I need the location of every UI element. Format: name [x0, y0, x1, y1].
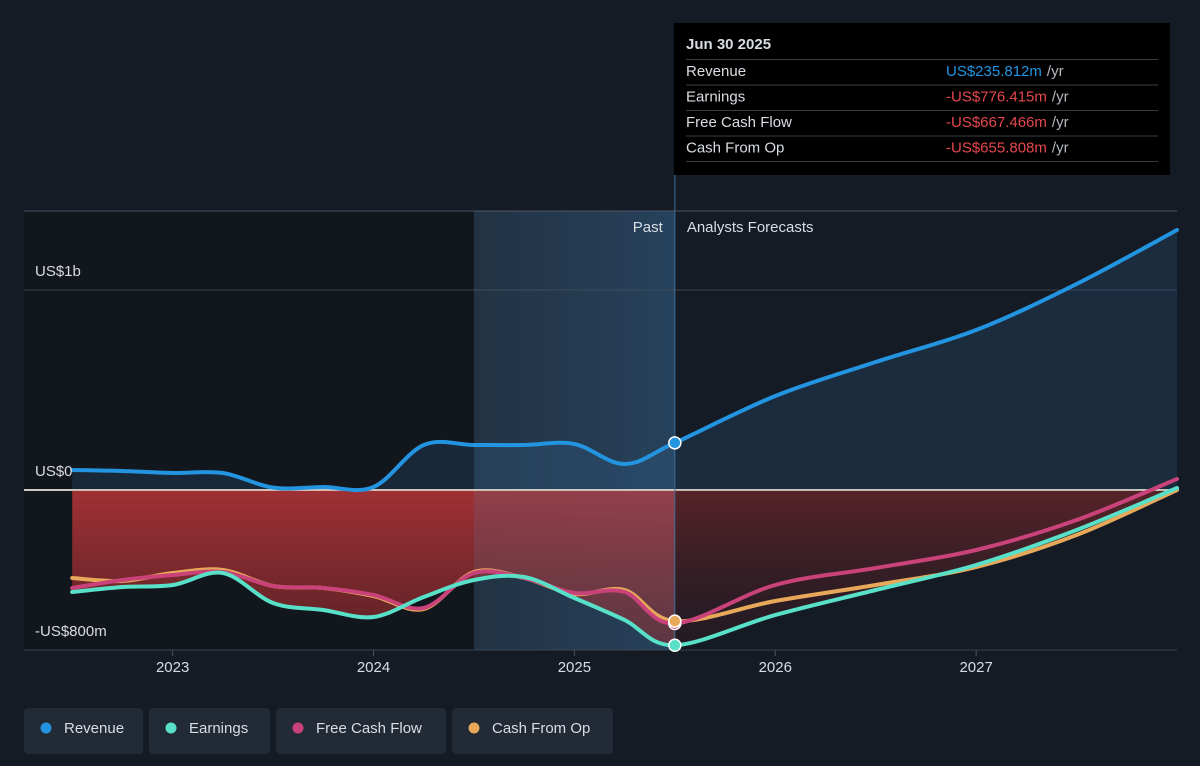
x-tick-label: 2023: [156, 659, 189, 676]
legend-label: Cash From Op: [492, 720, 590, 737]
tooltip-label: Free Cash Flow: [686, 114, 792, 131]
line-layer: [70, 228, 1179, 653]
tooltip-label: Cash From Op: [686, 139, 784, 156]
legend-button[interactable]: [149, 708, 270, 754]
earnings-area-past: [72, 490, 675, 646]
tooltip-value-number: US$235.812m: [946, 63, 1042, 80]
legend-swatch: [292, 722, 304, 734]
legend-item[interactable]: Free Cash Flow: [276, 708, 446, 754]
legend-button[interactable]: [24, 708, 143, 754]
point-marker: [668, 436, 682, 450]
legend-item[interactable]: Revenue: [24, 708, 143, 754]
point-marker: [668, 614, 682, 628]
tooltip-value-number: -US$655.808m: [946, 139, 1047, 156]
area-layer: [24, 23, 1177, 650]
tooltip-value: -US$776.415m/yr: [946, 88, 1069, 105]
x-tick-label: 2026: [759, 659, 792, 676]
legend-swatch: [165, 722, 177, 734]
x-tick-label: 2024: [357, 659, 390, 676]
tooltip-value-number: -US$667.466m: [946, 114, 1047, 131]
legend-item[interactable]: Cash From Op: [452, 708, 613, 754]
tooltip-value-unit: /yr: [1052, 114, 1069, 131]
x-tick-label: 2027: [959, 659, 992, 676]
x-tick-label: 2025: [558, 659, 591, 676]
legend-label: Earnings: [189, 720, 248, 737]
past-window-overlay: [473, 211, 675, 650]
legend-swatch: [468, 722, 480, 734]
tooltip-value-unit: /yr: [1052, 139, 1069, 156]
tooltip-box: [674, 23, 1170, 175]
tooltip-label: Revenue: [686, 63, 746, 80]
y-tick-label: US$0: [35, 463, 73, 480]
tooltip-label: Earnings: [686, 88, 745, 105]
legend-button[interactable]: [452, 708, 613, 754]
y-tick-label: US$1b: [35, 263, 81, 280]
y-tick-label: -US$800m: [35, 623, 107, 640]
tooltip-value-unit: /yr: [1047, 63, 1064, 80]
series-line: [70, 228, 1179, 493]
forecast-label: Analysts Forecasts: [687, 219, 814, 236]
tooltip-value: -US$667.466m/yr: [946, 114, 1069, 131]
tooltip: Jun 30 2025 Revenue US$235.812m/yr Earnings…: [674, 23, 1170, 175]
legend-button[interactable]: [276, 708, 446, 754]
legend: Revenue Earnings Free Cash Flow Cash From O…: [24, 708, 613, 754]
tooltip-title: Jun 30 2025: [686, 36, 771, 53]
legend-label: Revenue: [64, 720, 124, 737]
tooltip-value: -US$655.808m/yr: [946, 139, 1069, 156]
legend-label: Free Cash Flow: [316, 720, 422, 737]
past-label: Past: [633, 219, 664, 236]
legend-item[interactable]: Earnings: [149, 708, 270, 754]
point-marker: [668, 638, 682, 653]
series-line: [70, 486, 1179, 648]
legend-swatch: [40, 722, 52, 734]
tooltip-value-number: -US$776.415m: [946, 88, 1047, 105]
tooltip-value-unit: /yr: [1052, 88, 1069, 105]
text-layer: US$1b US$0 -US$800m 2023 2024 2025 2026 2027 Pas…: [35, 219, 993, 676]
tooltip-value: US$235.812m/yr: [946, 63, 1064, 80]
revenue-area: [72, 230, 1177, 491]
